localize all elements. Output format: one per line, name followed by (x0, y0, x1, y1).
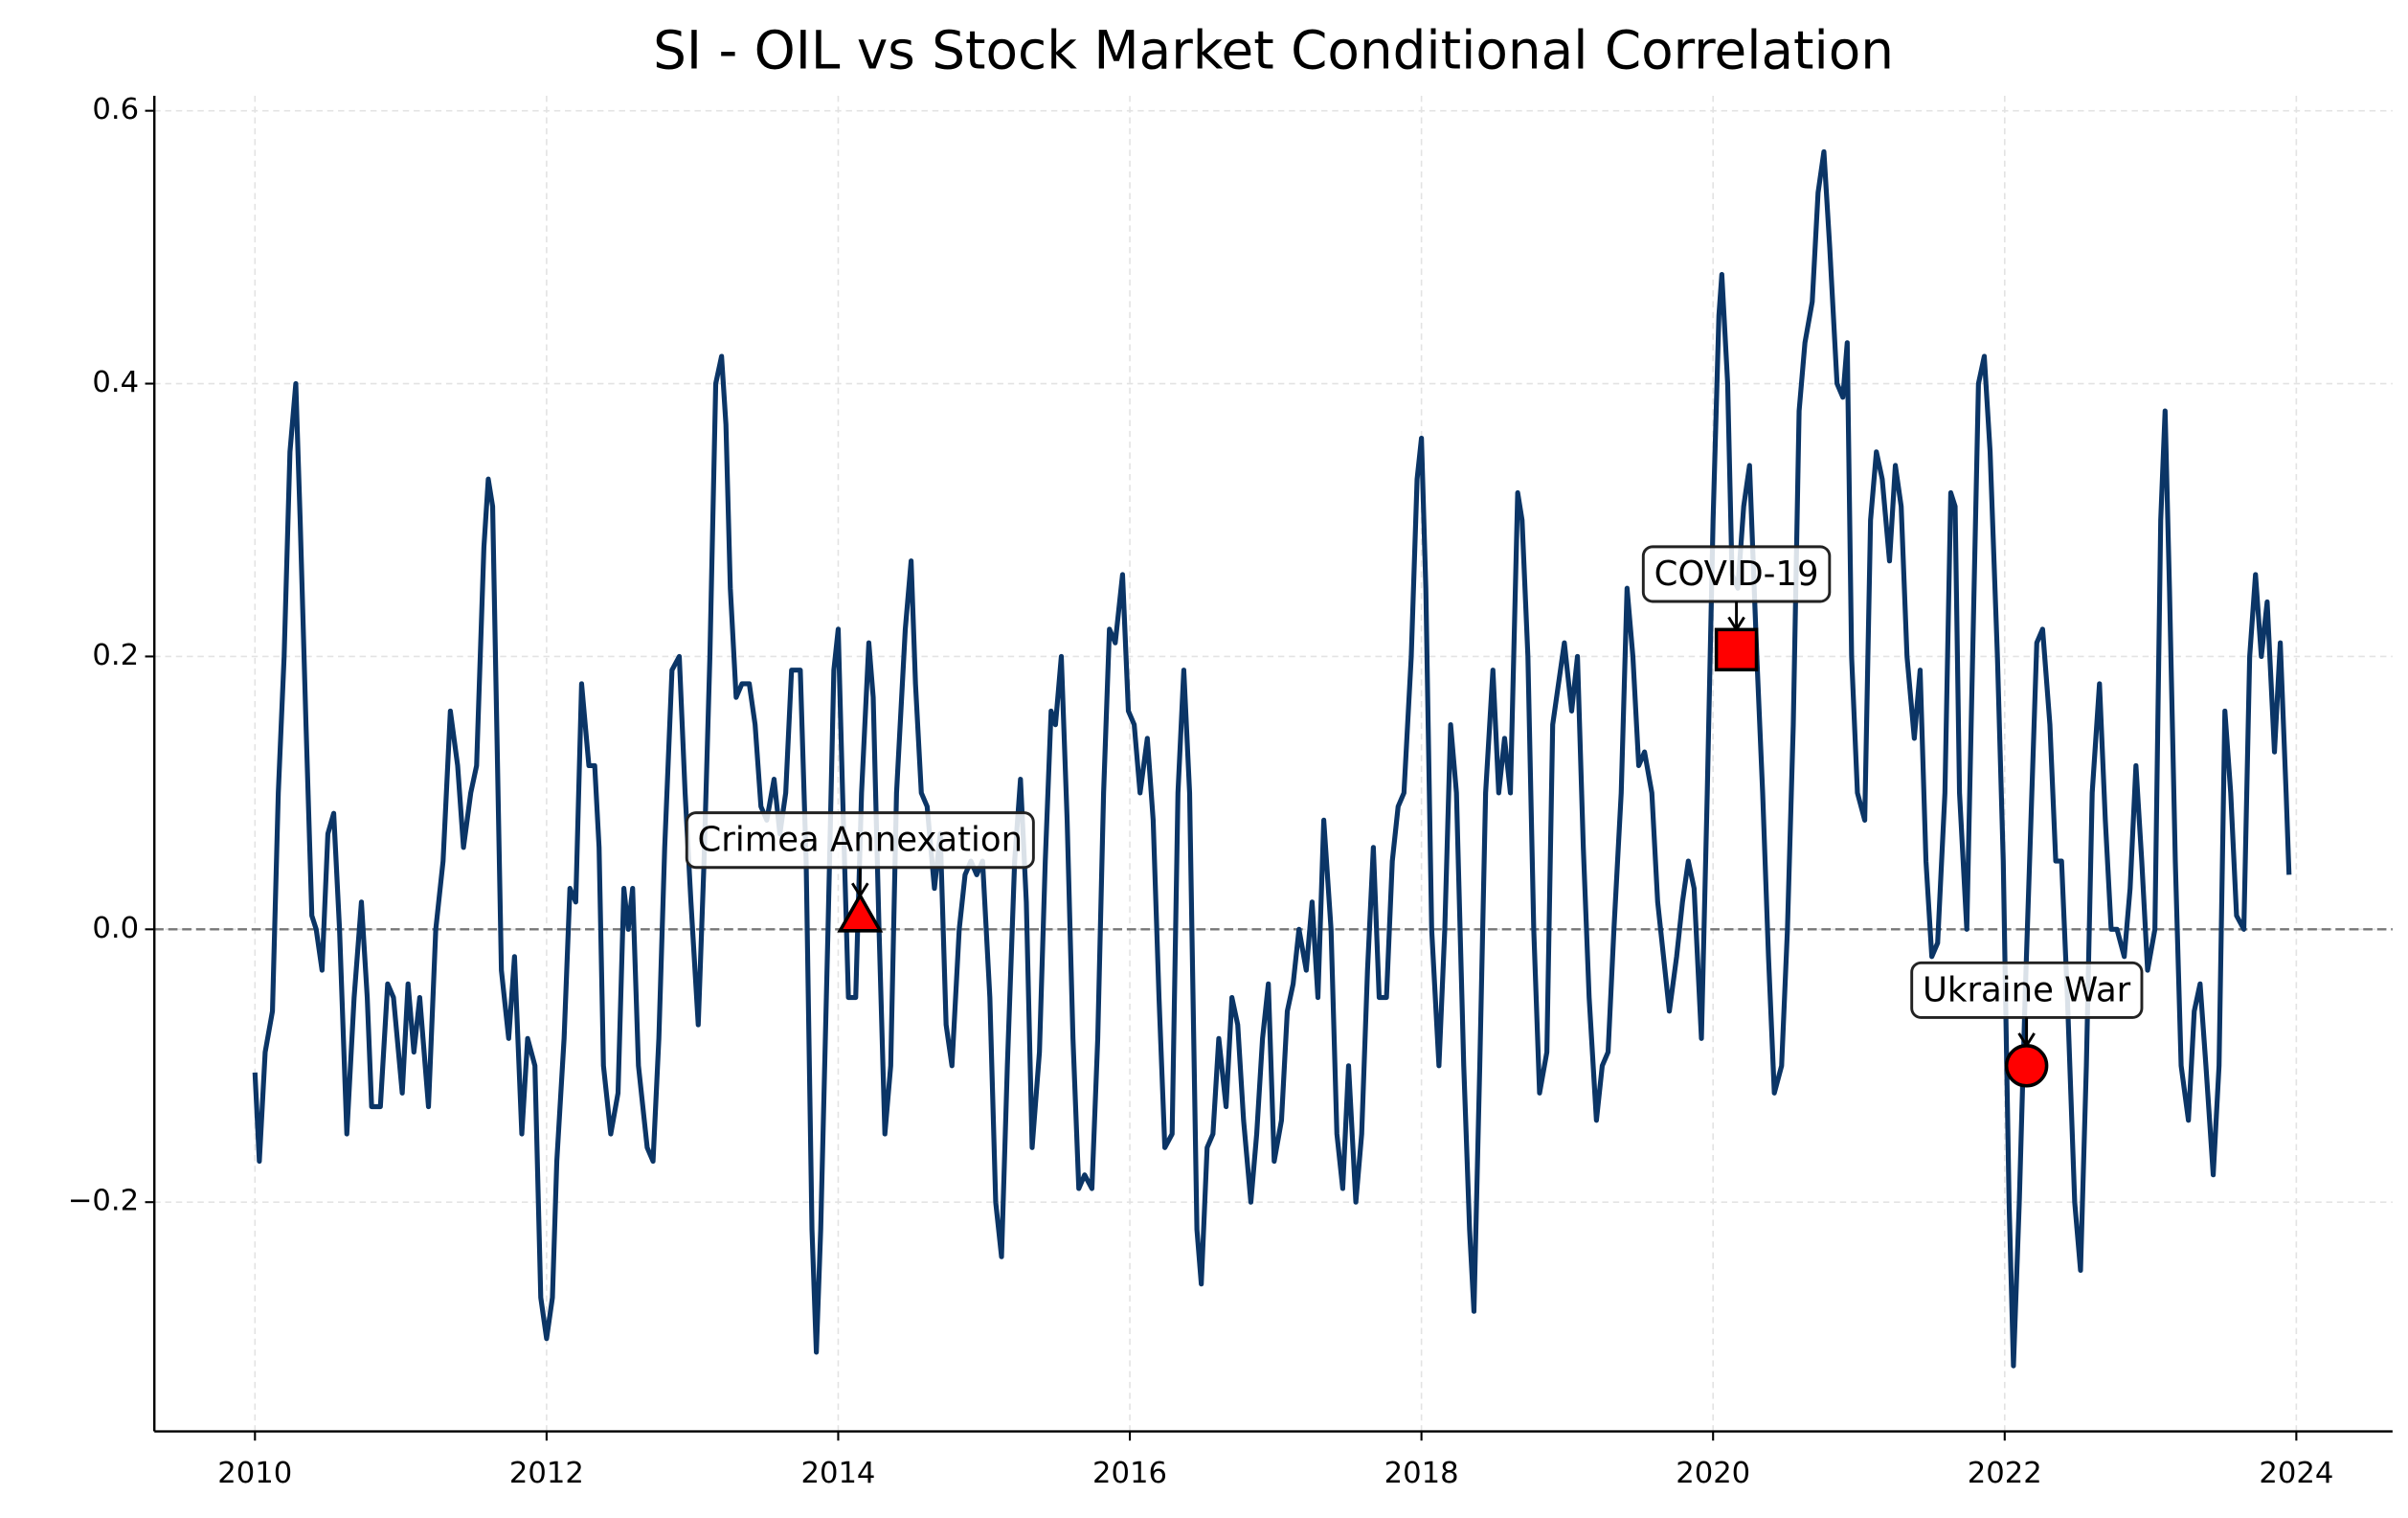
y-tick-label: 0.4 (92, 366, 139, 399)
event-annotation: COVID-19 (1641, 545, 1832, 672)
y-tick-label: 0.6 (92, 93, 139, 126)
series-line (252, 148, 2292, 1369)
y-tick-label: −0.2 (68, 1185, 139, 1218)
y-tick-label: 0.2 (92, 639, 139, 672)
event-annotation: Crimea Annexation (685, 811, 1035, 933)
x-tick-label: 2014 (800, 1457, 875, 1490)
x-tick-label: 2024 (2259, 1457, 2333, 1490)
x-tick-label: 2022 (1968, 1457, 2042, 1490)
annotation-label: Ukraine War (1923, 970, 2131, 1009)
x-tick-label: 2016 (1092, 1457, 1167, 1490)
event-marker (2004, 1044, 2049, 1088)
chart-title: SI - OIL vs Stock Market Conditional Cor… (653, 20, 1894, 81)
annotation-label: Crimea Annexation (698, 821, 1024, 860)
annotation-label: COVID-19 (1654, 555, 1819, 594)
event-marker (837, 892, 884, 933)
y-tick-label: 0.0 (92, 912, 139, 945)
x-tick-label: 2020 (1676, 1457, 1750, 1490)
x-tick-label: 2010 (217, 1457, 292, 1490)
event-marker (1714, 627, 1759, 672)
x-tick-label: 2012 (509, 1457, 584, 1490)
x-tick-label: 2018 (1384, 1457, 1459, 1490)
event-annotation: Ukraine War (1910, 961, 2144, 1088)
